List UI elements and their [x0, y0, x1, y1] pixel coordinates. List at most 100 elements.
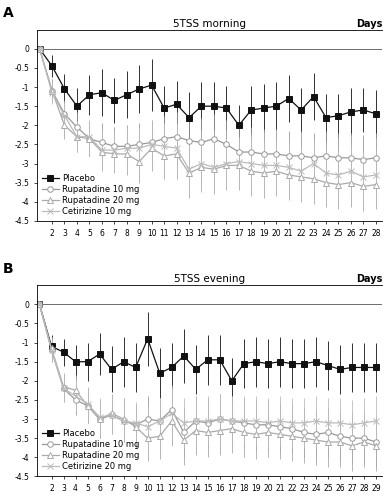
Rupatadine 10 mg: [349, 155, 353, 161]
Cetirizine 20 mg: [230, 418, 234, 424]
Rupatadine 10 mg: [314, 432, 318, 438]
Rupatadine 10 mg: [299, 153, 303, 159]
Rupatadine 20 mg: [169, 418, 174, 424]
Legend: Placebo, Rupatadine 10 mg, Rupatadine 20 mg, Cetirizine 20 mg: Placebo, Rupatadine 10 mg, Rupatadine 20…: [40, 426, 142, 474]
Rupatadine 10 mg: [112, 144, 117, 150]
Rupatadine 20 mg: [61, 384, 66, 390]
Rupatadine 20 mg: [338, 439, 342, 445]
Rupatadine 20 mg: [121, 416, 126, 422]
Rupatadine 10 mg: [62, 111, 67, 117]
Cetirizine 20 mg: [121, 418, 126, 424]
Placebo: [199, 103, 204, 109]
Rupatadine 20 mg: [278, 432, 282, 438]
Line: Rupatadine 20 mg: Rupatadine 20 mg: [37, 46, 378, 189]
Placebo: [350, 364, 354, 370]
Placebo: [217, 357, 222, 363]
Rupatadine 10 mg: [124, 144, 129, 150]
Rupatadine 10 mg: [75, 124, 79, 130]
Cetirizine 20 mg: [133, 420, 138, 426]
Placebo: [314, 358, 318, 364]
Cetirizine 20 mg: [37, 302, 42, 308]
Rupatadine 10 mg: [97, 416, 102, 422]
Rupatadine 20 mg: [149, 145, 154, 151]
Cetirizine 10 mg: [361, 174, 366, 180]
Placebo: [289, 360, 294, 366]
Cetirizine 10 mg: [336, 172, 341, 178]
Rupatadine 20 mg: [314, 437, 318, 443]
Cetirizine 20 mg: [242, 418, 246, 424]
Line: Rupatadine 20 mg: Rupatadine 20 mg: [37, 302, 379, 448]
Placebo: [212, 103, 216, 109]
Rupatadine 20 mg: [299, 174, 303, 180]
Cetirizine 20 mg: [338, 420, 342, 426]
Cetirizine 20 mg: [109, 412, 114, 418]
Cetirizine 10 mg: [62, 112, 67, 118]
Rupatadine 10 mg: [311, 155, 316, 161]
Rupatadine 20 mg: [112, 151, 117, 157]
Rupatadine 10 mg: [149, 140, 154, 145]
Rupatadine 10 mg: [145, 416, 150, 422]
Rupatadine 10 mg: [121, 418, 126, 424]
Placebo: [85, 358, 90, 364]
Placebo: [174, 101, 179, 107]
Rupatadine 10 mg: [137, 142, 142, 148]
Rupatadine 20 mg: [162, 153, 166, 159]
Rupatadine 10 mg: [373, 155, 378, 161]
Placebo: [187, 114, 191, 120]
Rupatadine 20 mg: [97, 416, 102, 422]
Rupatadine 20 mg: [133, 424, 138, 430]
Rupatadine 20 mg: [254, 432, 258, 438]
Placebo: [373, 111, 378, 117]
Rupatadine 10 mg: [278, 424, 282, 430]
Rupatadine 10 mg: [289, 426, 294, 432]
Rupatadine 10 mg: [199, 140, 204, 145]
Placebo: [338, 366, 342, 372]
Line: Rupatadine 10 mg: Rupatadine 10 mg: [37, 302, 379, 445]
Rupatadine 10 mg: [254, 422, 258, 428]
Cetirizine 10 mg: [324, 170, 328, 176]
Cetirizine 10 mg: [124, 145, 129, 151]
Rupatadine 10 mg: [49, 347, 54, 353]
Rupatadine 10 mg: [274, 151, 279, 157]
Placebo: [87, 92, 92, 98]
Placebo: [37, 302, 42, 308]
Placebo: [224, 105, 229, 111]
Placebo: [162, 105, 166, 111]
Cetirizine 10 mg: [149, 142, 154, 148]
Cetirizine 20 mg: [350, 422, 354, 428]
Placebo: [274, 103, 279, 109]
Placebo: [100, 90, 104, 96]
Placebo: [121, 358, 126, 364]
Rupatadine 10 mg: [350, 435, 354, 441]
Rupatadine 10 mg: [169, 406, 174, 412]
Rupatadine 10 mg: [301, 430, 306, 436]
Rupatadine 10 mg: [187, 138, 191, 143]
Rupatadine 20 mg: [145, 435, 150, 441]
Cetirizine 10 mg: [50, 90, 54, 96]
Rupatadine 20 mg: [100, 149, 104, 155]
Placebo: [145, 336, 150, 342]
Rupatadine 10 mg: [85, 402, 90, 408]
Rupatadine 20 mg: [109, 410, 114, 416]
Cetirizine 10 mg: [87, 134, 92, 140]
Cetirizine 10 mg: [100, 147, 104, 153]
Cetirizine 10 mg: [311, 160, 316, 166]
Placebo: [109, 366, 114, 372]
Cetirizine 10 mg: [286, 164, 291, 170]
Rupatadine 20 mg: [374, 443, 378, 449]
Rupatadine 10 mg: [37, 302, 42, 308]
Cetirizine 10 mg: [174, 145, 179, 151]
Placebo: [112, 98, 117, 103]
Cetirizine 20 mg: [301, 420, 306, 426]
Placebo: [75, 103, 79, 109]
Rupatadine 20 mg: [311, 176, 316, 182]
Cetirizine 20 mg: [326, 420, 330, 426]
Rupatadine 10 mg: [242, 420, 246, 426]
Rupatadine 10 mg: [224, 142, 229, 148]
Placebo: [242, 360, 246, 366]
Cetirizine 20 mg: [49, 347, 54, 353]
Rupatadine 20 mg: [373, 182, 378, 188]
Rupatadine 10 mg: [338, 434, 342, 440]
Line: Cetirizine 10 mg: Cetirizine 10 mg: [37, 46, 378, 180]
Rupatadine 10 mg: [326, 430, 330, 436]
